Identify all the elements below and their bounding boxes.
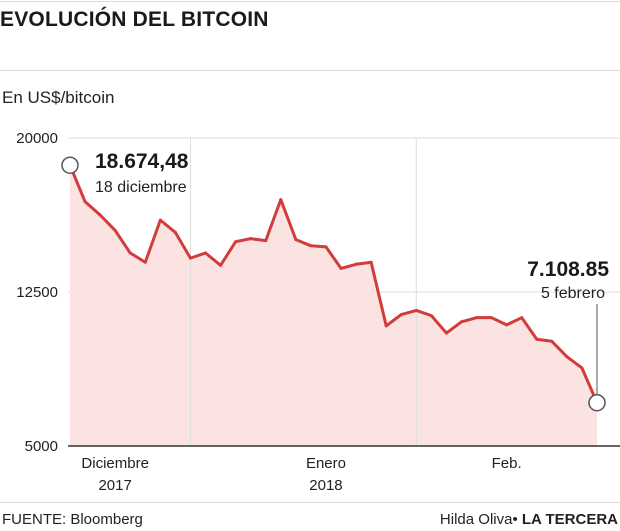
data-point (535, 337, 539, 341)
data-point (279, 198, 283, 202)
x-tick-label: Diciembre (81, 455, 149, 472)
x-tick-label: Feb. (492, 455, 522, 472)
data-point (580, 366, 584, 370)
y-tick-label: 5000 (25, 438, 58, 455)
peak-date-label: 18 diciembre (95, 179, 187, 196)
data-point (264, 239, 268, 243)
data-point (128, 251, 132, 255)
low-date-label: 5 febrero (541, 285, 605, 302)
data-point (143, 260, 147, 264)
data-point (505, 323, 509, 327)
series-line (68, 164, 599, 404)
data-point (324, 245, 328, 249)
source-note: FUENTE: Bloomberg (2, 511, 143, 528)
data-point (339, 266, 343, 270)
data-point (520, 316, 524, 320)
data-point (113, 228, 117, 232)
data-point (204, 251, 208, 255)
data-point (384, 324, 388, 328)
data-point (249, 237, 253, 241)
peak-value-label: 18.674,48 (95, 150, 189, 173)
footer-divider (0, 502, 620, 503)
credit-line: Hilda Oliva• LA TERCERA (440, 511, 618, 528)
data-point (354, 262, 358, 266)
peak-marker (61, 156, 79, 174)
author-name: Hilda Oliva (439, 511, 513, 528)
data-point (234, 240, 238, 244)
data-point (219, 263, 223, 267)
data-point (550, 339, 554, 343)
data-point (399, 313, 403, 317)
top-rule (0, 1, 620, 2)
data-point (475, 316, 479, 320)
data-point (83, 200, 87, 204)
data-point (369, 260, 373, 264)
data-point (294, 238, 298, 242)
credit-separator: • (512, 511, 518, 528)
unit-label: En US$/bitcoin (2, 88, 115, 107)
y-tick-label: 20000 (16, 130, 58, 147)
area-fill (70, 165, 597, 446)
low-marker (588, 393, 606, 412)
x-tick-label: Enero (306, 455, 346, 472)
x-tick-year-label: 2017 (98, 477, 131, 494)
x-tick-year-label: 2018 (309, 477, 342, 494)
data-point (429, 314, 433, 318)
y-tick-label: 12500 (16, 284, 58, 301)
chart-title: EVOLUCIÓN DEL BITCOIN (0, 8, 269, 31)
data-point (158, 218, 162, 222)
data-point (490, 316, 494, 320)
data-point (414, 308, 418, 312)
data-point (173, 230, 177, 234)
data-point (188, 256, 192, 260)
brand-name: LA TERCERA (521, 511, 618, 528)
data-point (444, 331, 448, 335)
data-point (309, 244, 313, 248)
data-point (459, 320, 463, 324)
data-point (565, 355, 569, 359)
low-value-label: 7.108.85 (527, 258, 609, 281)
data-point (98, 213, 102, 217)
title-divider (0, 70, 620, 71)
